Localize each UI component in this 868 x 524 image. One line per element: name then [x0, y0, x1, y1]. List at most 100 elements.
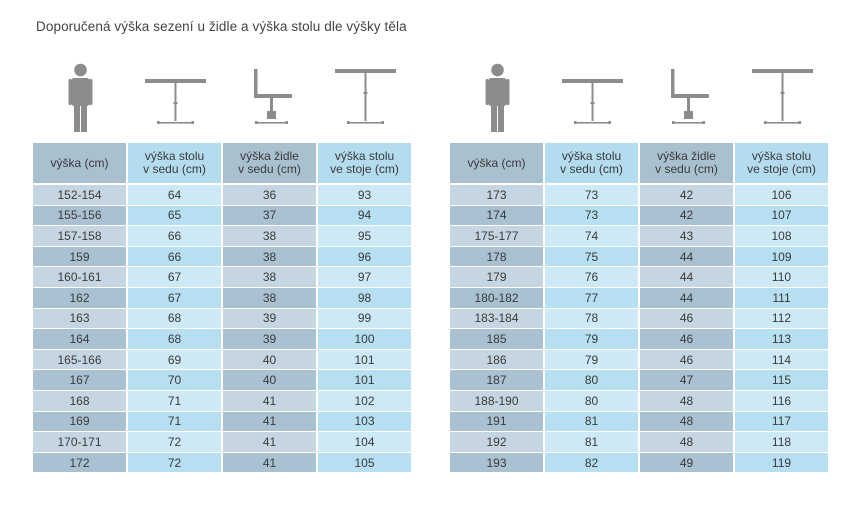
table-row: 159 66 38 96 [33, 246, 411, 268]
cell-desk-sitting: 68 [128, 308, 221, 330]
cell-body-height: 193 [450, 452, 543, 474]
cell-desk-sitting: 82 [545, 452, 638, 474]
cell-chair-height: 48 [640, 411, 733, 433]
cell-chair-height: 44 [640, 246, 733, 268]
cell-desk-sitting: 74 [545, 226, 638, 247]
header-desk-sitting: výška stolu v sedu (cm) [545, 143, 638, 185]
cell-desk-standing: 108 [735, 226, 828, 247]
cell-desk-sitting: 73 [545, 185, 638, 206]
cell-body-height: 162 [33, 287, 126, 309]
cell-body-height: 152-154 [33, 185, 126, 206]
cell-desk-sitting: 79 [545, 329, 638, 350]
cell-desk-sitting: 80 [545, 370, 638, 391]
table-row: 155-156 65 37 94 [33, 205, 411, 227]
height-table-right: výška (cm) výška stolu v sedu (cm) výška … [448, 143, 830, 474]
header-chair-height: výška židle v sedu (cm) [223, 143, 316, 185]
cell-desk-sitting: 65 [128, 205, 221, 227]
table-row: 187 80 47 115 [450, 370, 828, 391]
cell-desk-standing: 97 [318, 267, 411, 288]
cell-body-height: 180-182 [450, 287, 543, 309]
cell-body-height: 170-171 [33, 432, 126, 453]
table-row: 186 79 46 114 [450, 349, 828, 371]
cell-desk-standing: 114 [735, 349, 828, 371]
header-body-height: výška (cm) [450, 143, 543, 185]
cell-desk-sitting: 80 [545, 390, 638, 412]
table-header-row: výška (cm) výška stolu v sedu (cm) výška … [450, 143, 828, 185]
cell-body-height: 163 [33, 308, 126, 330]
header-body-height: výška (cm) [33, 143, 126, 185]
cell-chair-height: 39 [223, 308, 316, 330]
cell-chair-height: 44 [640, 287, 733, 309]
cell-desk-standing: 98 [318, 287, 411, 309]
cell-desk-standing: 93 [318, 185, 411, 206]
chair-icon [640, 62, 735, 136]
cell-chair-height: 47 [640, 370, 733, 391]
standing-desk-icon [735, 62, 830, 136]
cell-desk-standing: 115 [735, 370, 828, 391]
cell-desk-standing: 104 [318, 432, 411, 453]
cell-body-height: 186 [450, 349, 543, 371]
header-chair-height: výška židle v sedu (cm) [640, 143, 733, 185]
cell-chair-height: 46 [640, 308, 733, 330]
cell-chair-height: 44 [640, 267, 733, 288]
cell-chair-height: 41 [223, 432, 316, 453]
cell-desk-standing: 101 [318, 370, 411, 391]
table-row: 172 72 41 105 [33, 452, 411, 474]
cell-body-height: 188-190 [450, 390, 543, 412]
cell-body-height: 155-156 [33, 205, 126, 227]
cell-desk-standing: 94 [318, 205, 411, 227]
cell-body-height: 165-166 [33, 349, 126, 371]
table-row: 165-166 69 40 101 [33, 349, 411, 371]
cell-desk-sitting: 66 [128, 226, 221, 247]
cell-desk-sitting: 66 [128, 246, 221, 268]
table-row: 191 81 48 117 [450, 411, 828, 433]
header-desk-standing: výška stolu ve stoje (cm) [735, 143, 828, 185]
cell-desk-sitting: 75 [545, 246, 638, 268]
cell-chair-height: 37 [223, 205, 316, 227]
cell-desk-sitting: 71 [128, 390, 221, 412]
cell-chair-height: 38 [223, 226, 316, 247]
table-row: 175-177 74 43 108 [450, 226, 828, 247]
cell-desk-standing: 119 [735, 452, 828, 474]
cell-body-height: 167 [33, 370, 126, 391]
cell-desk-sitting: 71 [128, 411, 221, 433]
cell-chair-height: 48 [640, 390, 733, 412]
table-row: 152-154 64 36 93 [33, 185, 411, 206]
cell-chair-height: 42 [640, 185, 733, 206]
table-row: 170-171 72 41 104 [33, 432, 411, 453]
cell-body-height: 159 [33, 246, 126, 268]
cell-desk-sitting: 70 [128, 370, 221, 391]
cell-desk-sitting: 72 [128, 452, 221, 474]
cell-desk-standing: 112 [735, 308, 828, 330]
cell-desk-sitting: 67 [128, 287, 221, 309]
cell-chair-height: 39 [223, 329, 316, 350]
table-row: 180-182 77 44 111 [450, 287, 828, 309]
cell-desk-sitting: 72 [128, 432, 221, 453]
cell-desk-sitting: 68 [128, 329, 221, 350]
cell-desk-standing: 95 [318, 226, 411, 247]
page-title: Doporučená výška sezení u židle a výška … [36, 19, 407, 34]
table-row: 193 82 49 119 [450, 452, 828, 474]
cell-body-height: 173 [450, 185, 543, 206]
sitting-desk-icon [545, 62, 640, 136]
cell-chair-height: 41 [223, 411, 316, 433]
cell-body-height: 164 [33, 329, 126, 350]
cell-desk-standing: 102 [318, 390, 411, 412]
cell-desk-sitting: 76 [545, 267, 638, 288]
cell-chair-height: 46 [640, 329, 733, 350]
cell-body-height: 178 [450, 246, 543, 268]
table-row: 157-158 66 38 95 [33, 226, 411, 247]
icons-right [450, 62, 830, 136]
cell-desk-standing: 113 [735, 329, 828, 350]
person-icon [33, 62, 128, 136]
cell-chair-height: 49 [640, 452, 733, 474]
cell-desk-sitting: 78 [545, 308, 638, 330]
chair-icon [223, 62, 318, 136]
cell-desk-sitting: 77 [545, 287, 638, 309]
table-row: 178 75 44 109 [450, 246, 828, 268]
header-desk-standing: výška stolu ve stoje (cm) [318, 143, 411, 185]
table-row: 160-161 67 38 97 [33, 267, 411, 288]
table-row: 183-184 78 46 112 [450, 308, 828, 330]
cell-desk-sitting: 64 [128, 185, 221, 206]
cell-body-height: 187 [450, 370, 543, 391]
